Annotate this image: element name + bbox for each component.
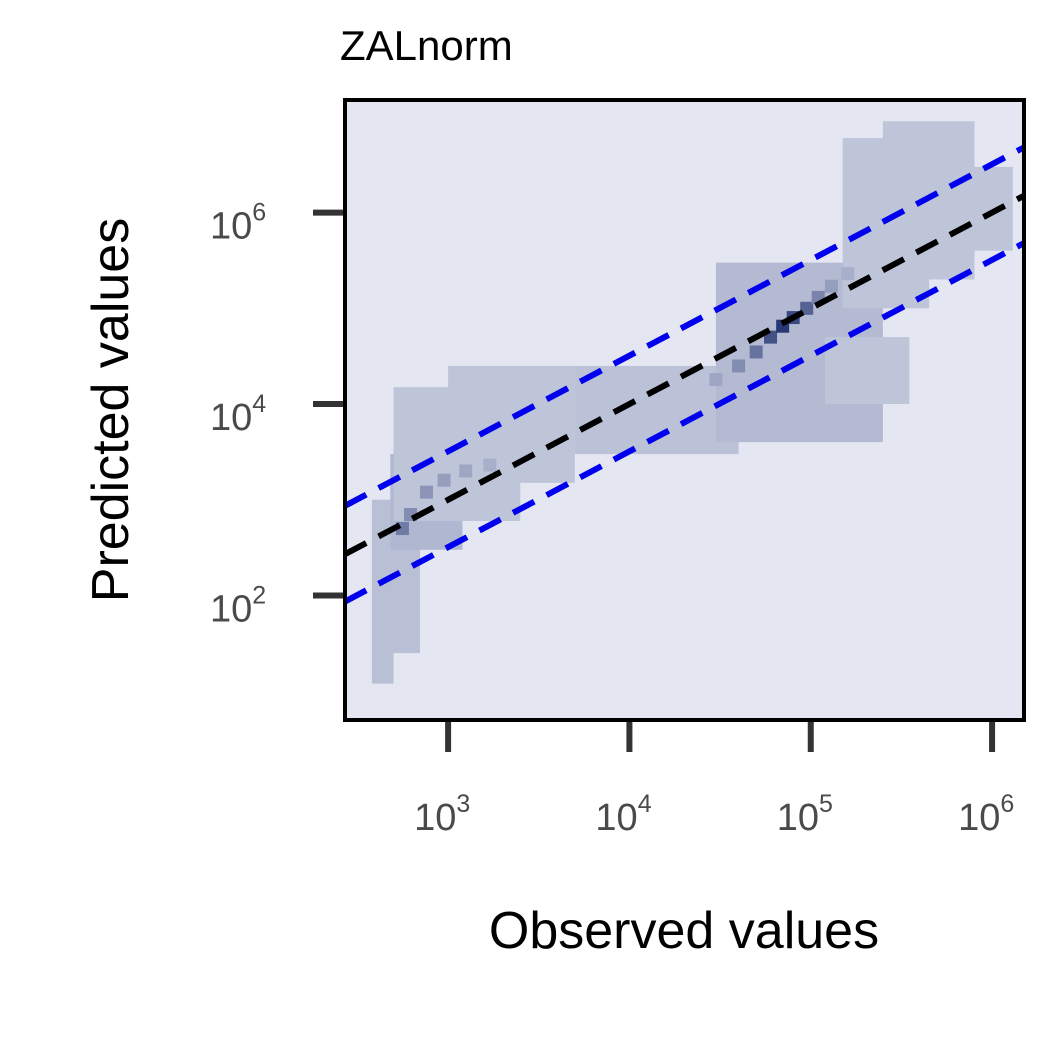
density-region <box>371 499 394 684</box>
x-tick-label: 104 <box>595 790 651 839</box>
density-cell <box>709 373 723 387</box>
y-tick-label: 102 <box>210 581 266 630</box>
y-tick-label: 106 <box>210 199 266 248</box>
x-tick-label: 105 <box>777 790 833 839</box>
y-axis: 102 104 106 <box>210 199 343 630</box>
density-cell <box>419 485 433 499</box>
density-cell <box>459 464 473 478</box>
identity-line <box>345 193 1024 557</box>
chart-title: ZALnorm <box>340 22 513 69</box>
lower-band-line <box>345 240 1024 605</box>
density-cell <box>824 279 838 293</box>
density-cell <box>732 359 746 373</box>
density-cell <box>437 473 451 487</box>
upper-band-line <box>345 144 1024 509</box>
density-cell <box>483 458 497 472</box>
density-region <box>448 365 575 483</box>
y-tick-label: 104 <box>210 390 266 439</box>
x-axis: 103 104 105 106 <box>414 722 1014 839</box>
density-cell <box>841 267 855 281</box>
density-cell <box>749 345 763 359</box>
x-tick-label: 106 <box>958 790 1014 839</box>
x-axis-label: Observed values <box>489 902 879 960</box>
reference-lines <box>345 144 1024 605</box>
density-layer <box>371 121 1013 684</box>
plot-frame <box>343 98 1026 722</box>
x-tick-label: 103 <box>414 790 470 839</box>
y-axis-label: Predicted values <box>82 218 140 602</box>
density-cell <box>800 301 814 315</box>
density-region <box>825 337 910 405</box>
